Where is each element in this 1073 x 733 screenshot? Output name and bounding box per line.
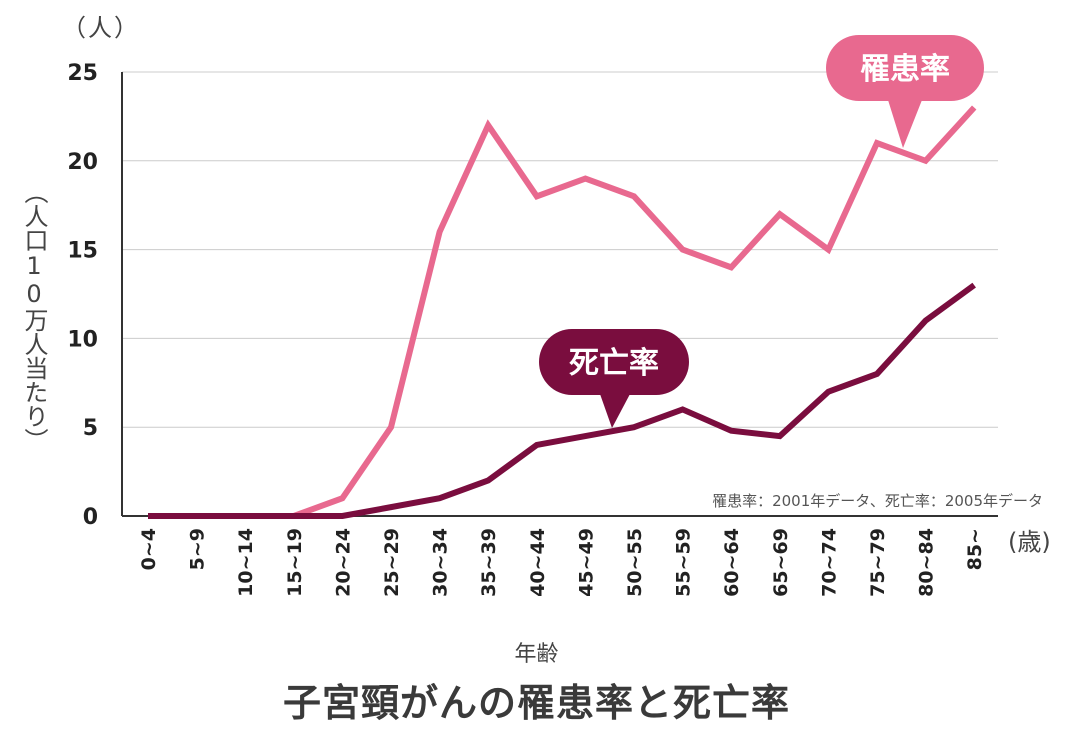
x-tick-label: 65~69 xyxy=(770,528,792,597)
x-axis-label: 年齢 xyxy=(514,642,559,667)
x-tick-label: 75~79 xyxy=(867,528,889,597)
x-tick-label: 5~9 xyxy=(187,528,209,570)
series-callout-bubble xyxy=(539,329,689,395)
x-tick-label: 0~4 xyxy=(138,528,160,570)
y-tick-label: 20 xyxy=(67,150,98,175)
x-unit-label: (歳) xyxy=(1008,528,1051,556)
y-tick-label: 5 xyxy=(83,416,98,441)
callout-pointer xyxy=(888,100,922,148)
mortality-line xyxy=(148,282,976,519)
x-tick-label: 70~74 xyxy=(818,528,840,597)
x-tick-label: 55~59 xyxy=(673,528,695,597)
y-tick-label: 15 xyxy=(67,239,98,264)
x-tick-label: 25~29 xyxy=(381,528,403,597)
x-tick-label: 50~55 xyxy=(624,528,646,597)
incidence-line xyxy=(148,105,977,519)
x-tick-label: 10~14 xyxy=(235,528,257,597)
y-axis-label: （人口10万人当たり） xyxy=(20,180,48,452)
chart-title: 子宮頸がんの罹患率と死亡率 xyxy=(282,681,790,725)
series-callout-label: 罹患率 xyxy=(860,52,950,87)
callout-pointer xyxy=(600,394,630,428)
x-tick-label: 30~34 xyxy=(430,528,452,597)
x-tick-label: 45~49 xyxy=(575,528,597,597)
series-callout-label: 死亡率 xyxy=(569,346,659,381)
x-tick-label: 85~ xyxy=(964,528,986,570)
data-source-note: 罹患率：2001年データ、死亡率：2005年データ xyxy=(712,492,1043,510)
x-tick-label: 15~19 xyxy=(284,528,306,597)
x-tick-label: 40~44 xyxy=(527,528,549,597)
y-tick-label: 10 xyxy=(67,327,98,352)
y-tick-label: 0 xyxy=(83,505,98,530)
x-tick-label: 60~64 xyxy=(721,528,743,597)
x-tick-label: 80~84 xyxy=(916,528,938,597)
y-tick-label: 25 xyxy=(67,61,98,86)
x-tick-label: 35~39 xyxy=(478,528,500,597)
x-tick-label: 20~24 xyxy=(332,528,354,597)
series-callout-bubble xyxy=(826,35,984,101)
y-unit-label: （人） xyxy=(62,14,140,42)
